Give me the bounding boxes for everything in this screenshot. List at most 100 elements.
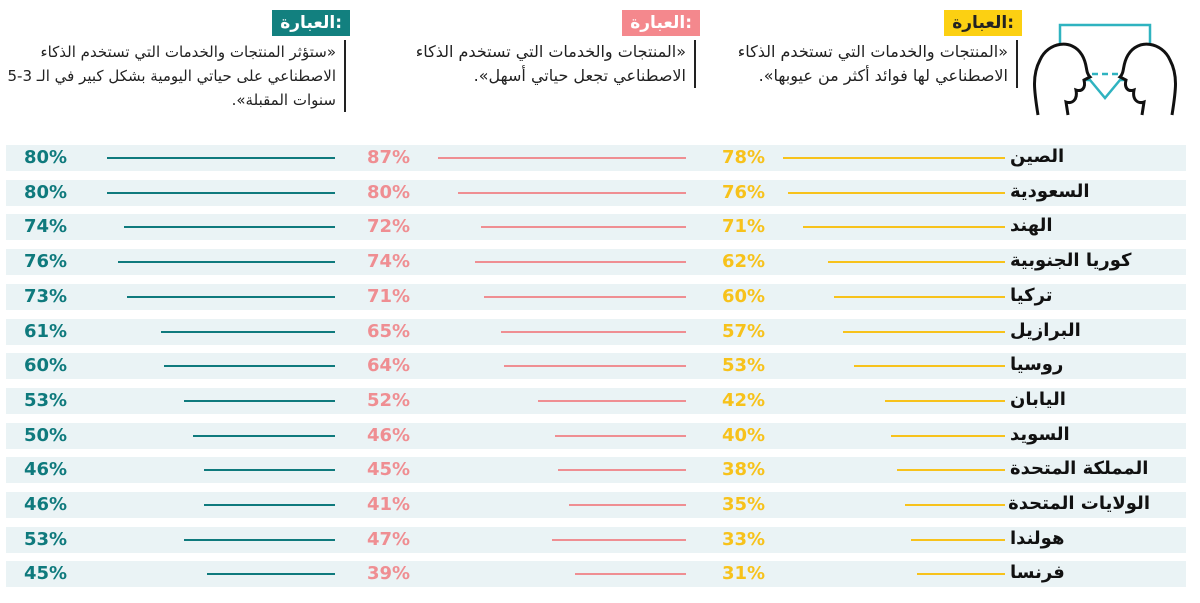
header-col1-tag: العبارة: [944,10,1022,36]
value-label: 65% [367,320,411,342]
value-label: 41% [367,494,411,515]
value-label: 64% [367,355,411,377]
bar-line [118,261,335,264]
value-label: 80% [24,181,68,203]
bar-line [183,399,335,402]
value-label: 53% [24,389,68,411]
value-label: 53% [722,355,766,377]
bar-line [910,538,1005,541]
bar-line [475,261,686,264]
value-label: 62% [722,251,766,273]
value-label: 76% [24,251,68,273]
value-label: 74% [367,251,411,273]
bar-line [483,295,686,298]
bar-line [203,469,335,472]
header-col2: العبارة: «المنتجات والخدمات التي تستخدم … [360,10,700,120]
value-label: 80% [24,147,68,168]
header-col2-text: «المنتجات والخدمات التي تستخدم الذكاء ال… [360,40,696,88]
bar-line [438,157,686,159]
header-col1-text: «المنتجات والخدمات التي تستخدم الذكاء ال… [700,40,1018,88]
value-label: 60% [722,285,766,307]
value-label: 60% [24,355,68,377]
value-label: 47% [367,528,411,550]
value-label: 42% [722,389,766,411]
header-col3: العبارة: «ستؤثر المنتجات والخدمات التي ت… [6,10,350,120]
conversation-icon [1033,23,1177,116]
value-label: 45% [24,563,68,585]
bar-line [828,261,1005,264]
value-label: 72% [367,216,411,238]
bar-line [192,434,335,437]
bar-line [183,538,335,541]
bar-line [853,365,1005,368]
value-label: 52% [367,389,411,411]
bar-line [107,191,335,194]
bar-line [537,399,686,402]
value-label: 33% [722,528,766,550]
bar-line [458,191,686,194]
value-label: 45% [367,459,411,481]
value-label: 38% [722,459,766,481]
bar-line [500,330,686,333]
value-label: 73% [24,285,68,307]
bar-line [203,504,335,506]
bar-line [124,226,335,229]
country-label: تركيا [1010,284,1053,306]
bar-line [916,573,1005,576]
bar-line [503,365,686,368]
header-col2-tag: العبارة: [622,10,700,36]
bar-line [802,226,1005,229]
bar-line [126,295,335,298]
bar-line [164,365,335,368]
value-label: 46% [24,459,68,481]
value-label: 71% [722,216,766,238]
bar-line [842,330,1005,333]
country-label: السعودية [1010,180,1090,202]
bar-line [569,504,686,506]
country-label: الولايات المتحدة [1008,493,1150,514]
bar-line [891,434,1005,437]
bar-line [554,434,686,437]
value-label: 71% [367,285,411,307]
value-label: 61% [24,320,68,342]
country-label: روسيا [1010,354,1064,376]
value-label: 46% [24,494,68,515]
value-label: 50% [24,424,68,446]
bar-line [552,538,686,541]
bar-line [834,295,1005,298]
country-label: كوريا الجنوبية [1010,250,1132,272]
bar-line [905,504,1005,506]
value-label: 39% [367,563,411,585]
country-label: البرازيل [1010,319,1081,341]
value-label: 74% [24,216,68,238]
country-label: هولندا [1010,527,1065,549]
bar-line [788,191,1005,194]
value-label: 87% [367,147,411,168]
value-label: 40% [722,424,766,446]
bar-line [885,399,1005,402]
value-label: 53% [24,528,68,550]
value-label: 57% [722,320,766,342]
bar-line [206,573,335,576]
bar-line [480,226,686,229]
country-label: فرنسا [1010,562,1065,584]
header-col3-tag: العبارة: [272,10,350,36]
value-label: 35% [722,494,766,515]
value-label: 76% [722,181,766,203]
bar-line [161,330,335,333]
header-col1: العبارة: «المنتجات والخدمات التي تستخدم … [700,10,1022,120]
value-label: 78% [722,147,766,168]
bar-line [107,157,335,159]
country-label: الهند [1010,215,1053,237]
bar-line [557,469,686,472]
header-col3-text: «ستؤثر المنتجات والخدمات التي تستخدم الذ… [6,40,346,112]
value-label: 31% [722,563,766,585]
country-label: اليابان [1010,388,1066,410]
bar-line [782,157,1005,159]
country-label: الصين [1010,146,1065,167]
bar-line [574,573,686,576]
country-label: السويد [1010,423,1070,445]
bar-line [896,469,1005,472]
value-label: 46% [367,424,411,446]
value-label: 80% [367,181,411,203]
